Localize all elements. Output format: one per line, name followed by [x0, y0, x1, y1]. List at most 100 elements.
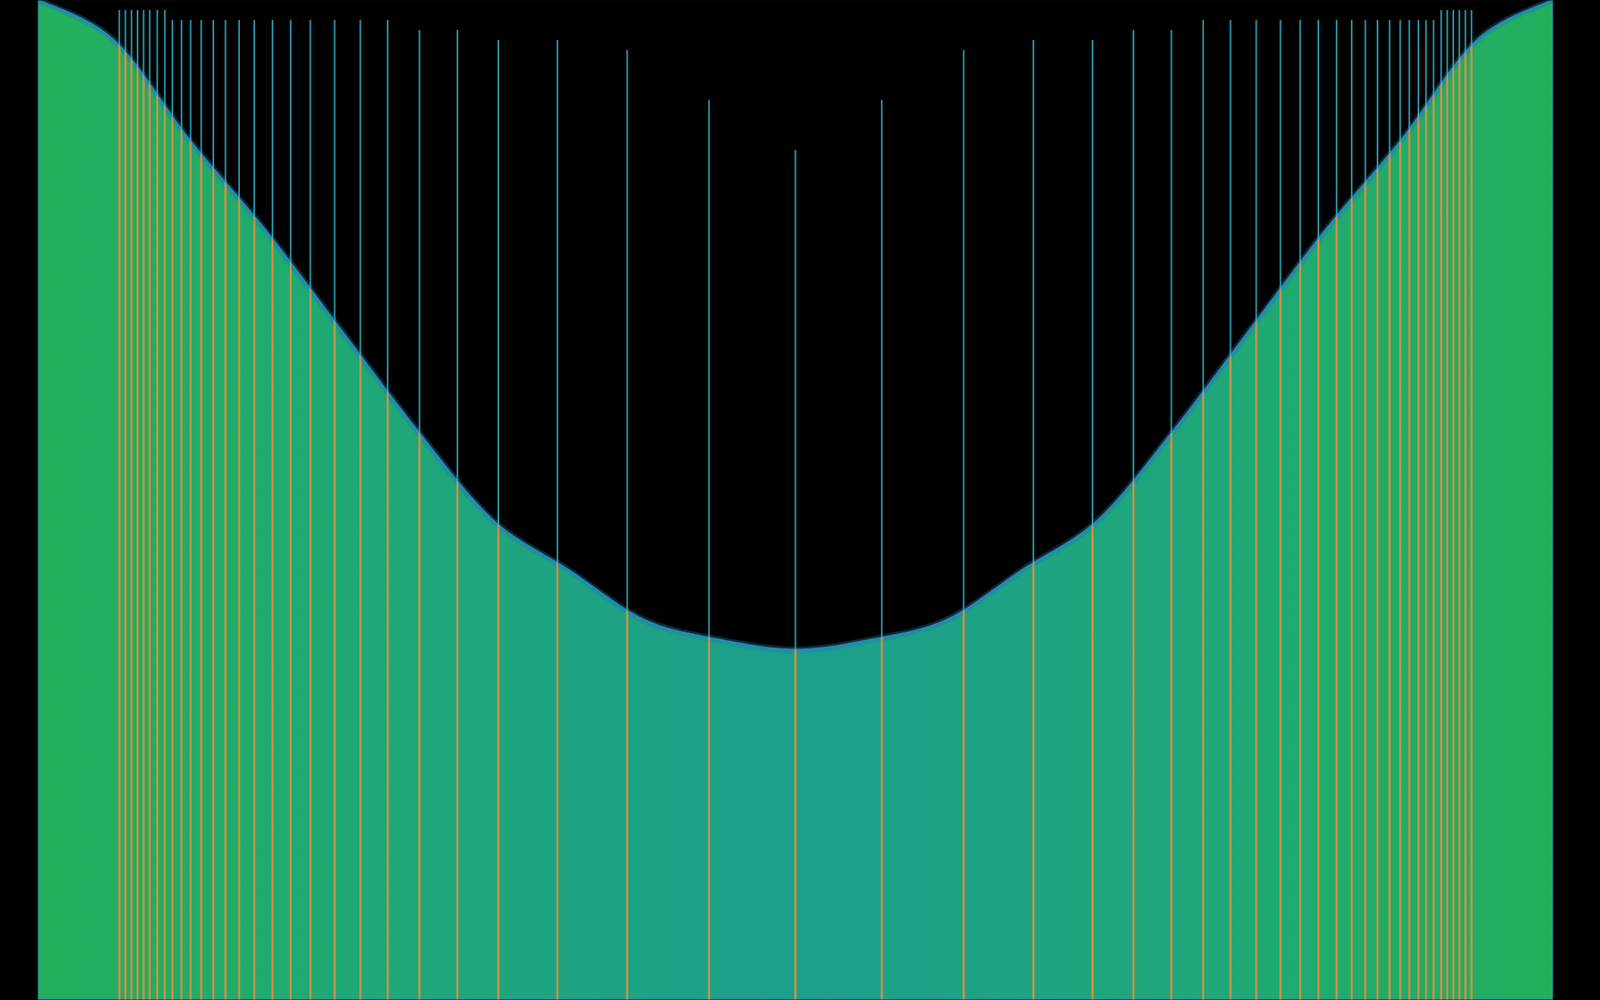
spectral-line-inner: [1091, 40, 1095, 1000]
spectral-line-inner: [1279, 20, 1282, 1000]
spectral-line-inner: [155, 10, 159, 1000]
spectral-line-inner: [1388, 20, 1391, 1000]
spectral-line-inner: [171, 20, 175, 1000]
spectral-line-inner: [1432, 20, 1435, 1000]
spectral-line: [386, 20, 389, 1000]
spectral-line: [1389, 20, 1391, 1000]
spectral-line-inner: [189, 20, 192, 1000]
spectral-line: [1170, 30, 1173, 1000]
spectral-line: [962, 50, 965, 1000]
spectral-line: [334, 20, 336, 1000]
spectral-line-inner: [212, 20, 215, 1000]
spectral-line: [118, 10, 120, 1000]
spectral-line: [1376, 20, 1379, 1000]
spectral-line: [130, 10, 133, 1000]
spectral-line-inner: [1440, 10, 1443, 1000]
spectral-line: [497, 40, 500, 1000]
spectral-line-inner: [1470, 10, 1474, 1000]
spectral-line-inner: [1335, 20, 1339, 1000]
spectral-line: [271, 20, 274, 1000]
spectral-line: [1446, 10, 1449, 1000]
spectral-line-inner: [359, 20, 362, 1000]
spectral-line: [164, 10, 166, 1000]
spectral-line-inner: [962, 50, 965, 1000]
spectral-line-inner: [1202, 20, 1205, 1000]
spectral-line: [212, 20, 215, 1000]
spectral-line-inner: [1464, 10, 1467, 1000]
spectral-line: [1255, 20, 1257, 1000]
spectral-line-inner: [708, 100, 711, 1000]
spectral-line-inner: [1317, 20, 1320, 1000]
spectral-line: [290, 20, 292, 1000]
spectral-line: [708, 100, 710, 1000]
plot-area: [37, 0, 1554, 1000]
spectral-line: [1440, 10, 1442, 1000]
spectral-line-inner: [1364, 20, 1367, 1000]
spectral-line-inner: [1452, 10, 1455, 1000]
spectral-line-inner: [180, 20, 184, 1000]
spectral-line: [1317, 20, 1320, 1000]
spectral-line-inner: [164, 10, 167, 1000]
spectral-line-inner: [1445, 10, 1449, 1000]
spectral-line-inner: [142, 10, 145, 1000]
spectral-line-inner: [1032, 40, 1035, 1000]
spectral-line-inner: [1350, 20, 1354, 1000]
chart-root: [0, 0, 1600, 1000]
spectral-line-inner: [1458, 10, 1461, 1000]
spectral-line-inner: [124, 10, 127, 1000]
spectral-line: [190, 20, 192, 1000]
spectral-line-inner: [1170, 30, 1173, 1000]
spectral-line-inner: [333, 20, 336, 1000]
spectral-line-inner: [880, 100, 884, 1000]
spectral-line: [556, 40, 559, 1000]
spectral-line-inner: [200, 20, 203, 1000]
spectral-line-inner: [418, 30, 421, 1000]
spectral-line: [149, 10, 151, 1000]
spectral-line: [1425, 20, 1427, 1000]
spectral-line: [1202, 20, 1205, 1000]
spectral-line-inner: [1376, 20, 1380, 1000]
spectral-line-inner: [625, 50, 629, 1000]
spectral-line: [880, 100, 883, 1000]
spectral-line-inner: [290, 20, 293, 1000]
spectral-line: [1432, 20, 1435, 1000]
spectral-line: [156, 10, 159, 1000]
spectral-line-inner: [386, 20, 390, 1000]
spectral-line: [1364, 20, 1366, 1000]
background: [0, 0, 1600, 1000]
spectral-line-inner: [456, 30, 460, 1000]
spectral-line-inner: [136, 10, 140, 1000]
spectral-line-inner: [1408, 20, 1411, 1000]
spectral-line: [1452, 10, 1455, 1000]
spectral-line: [125, 10, 127, 1000]
spectral-line-inner: [794, 150, 797, 1000]
spectral-line-inner: [497, 40, 500, 1000]
spectral-line-inner: [118, 10, 121, 1000]
spectral-line: [136, 10, 139, 1000]
spectral-line: [1470, 10, 1473, 1000]
spectral-line: [1335, 20, 1338, 1000]
spectral-line: [1464, 10, 1466, 1000]
spectral-line-inner: [1425, 20, 1428, 1000]
spectral-line: [418, 30, 420, 1000]
spectral-line: [253, 20, 255, 1000]
spectral-line: [180, 20, 183, 1000]
spectral-line-inner: [1229, 20, 1232, 1000]
spectral-line-inner: [148, 10, 151, 1000]
spectral-line: [309, 20, 311, 1000]
spectral-line: [1230, 20, 1232, 1000]
spectral-line: [795, 150, 797, 1000]
spectral-line-inner: [1417, 20, 1420, 1000]
spectral-line-inner: [224, 20, 227, 1000]
spectral-line: [1399, 20, 1401, 1000]
spectral-line: [1417, 20, 1420, 1000]
spectral-line-inner: [1132, 30, 1135, 1000]
spectral-line: [225, 20, 227, 1000]
spectral-line-inner: [1299, 20, 1302, 1000]
spectral-line: [359, 20, 361, 1000]
spectral-line-inner: [271, 20, 275, 1000]
spectral-line: [1408, 20, 1410, 1000]
spectral-line-inner: [130, 10, 134, 1000]
spectral-line: [171, 20, 174, 1000]
spectral-line-inner: [238, 20, 241, 1000]
